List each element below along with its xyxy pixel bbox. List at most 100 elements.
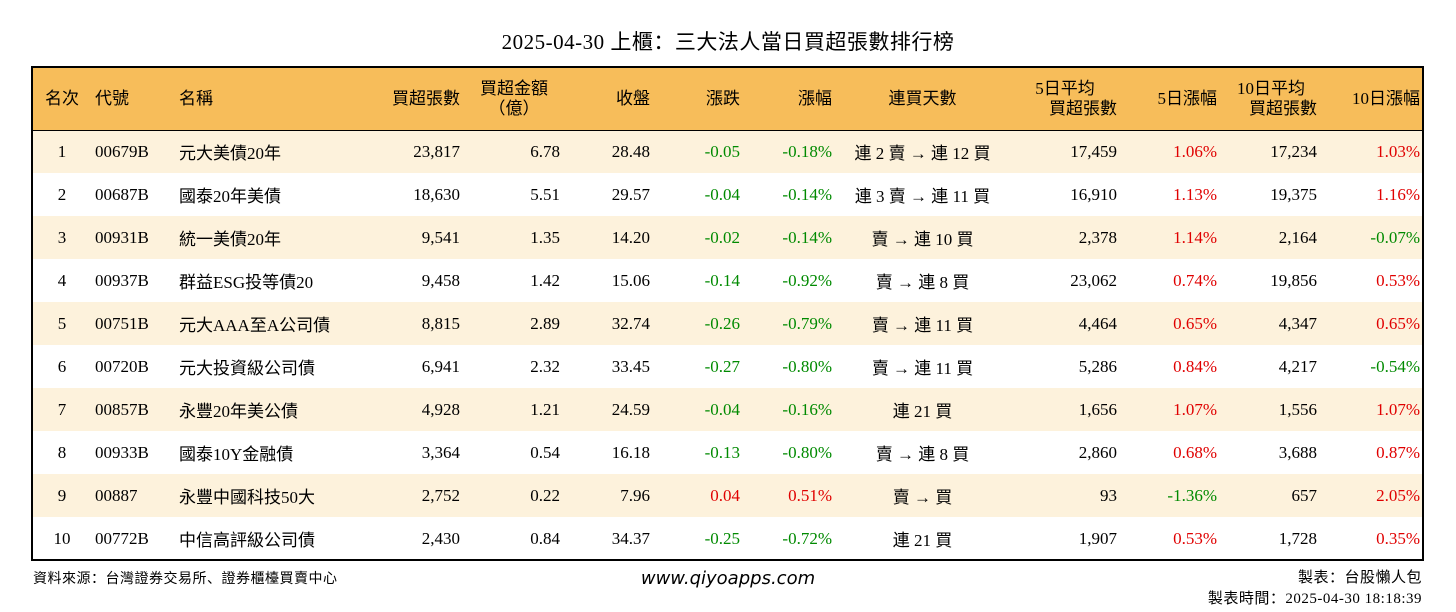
cell-streak: 連 2 賣 → 連 12 買 xyxy=(854,144,991,164)
cell-close: 15.06 xyxy=(611,270,650,290)
cell-amount: 1.42 xyxy=(530,270,560,290)
cell-avg10: 17,234 xyxy=(1270,141,1317,161)
cell-buy-lots: 2,430 xyxy=(421,528,460,548)
cell-pct5: 0.65% xyxy=(1173,313,1217,333)
ranking-table-grid: 名次 代號 名稱 買超張數 買超金額 （億） 收盤 漲跌 漲幅 連買天數 5日平… xyxy=(33,68,1422,559)
cell-close: 32.74 xyxy=(611,313,650,333)
cell-buy-lots: 9,541 xyxy=(421,227,460,247)
cell-name: 元大美債20年 xyxy=(179,144,281,164)
cell-avg5: 93 xyxy=(1100,485,1117,505)
cell-avg5: 2,378 xyxy=(1078,227,1117,247)
cell-avg5: 17,459 xyxy=(1070,141,1117,161)
cell-change: -0.04 xyxy=(704,399,740,419)
header-code: 代號 xyxy=(95,88,129,108)
cell-avg5: 5,286 xyxy=(1078,356,1117,376)
cell-change: 0.04 xyxy=(710,485,740,505)
cell-name: 永豐20年美公債 xyxy=(179,402,298,421)
cell-streak: 賣 → 買 xyxy=(892,488,953,507)
cell-pct10: 1.03% xyxy=(1376,141,1420,161)
cell-streak: 連 21 買 xyxy=(892,402,953,421)
table-row: 2 00687B 國泰20年美債 18,630 5.51 29.57 -0.04… xyxy=(33,173,1422,216)
header-pct: 漲幅 xyxy=(798,88,832,108)
table-row: 9 00887 永豐中國科技50大 2,752 0.22 7.96 0.04 0… xyxy=(33,474,1422,517)
cell-close: 28.48 xyxy=(611,141,650,161)
cell-pct: 0.51% xyxy=(788,485,832,505)
cell-close: 29.57 xyxy=(611,184,650,204)
cell-streak: 賣 → 連 10 買 xyxy=(871,230,974,249)
cell-streak: 賣 → 連 8 買 xyxy=(875,273,970,292)
table-row: 5 00751B 元大AAA至A公司債 8,815 2.89 32.74 -0.… xyxy=(33,302,1422,345)
cell-pct5: 0.74% xyxy=(1173,270,1217,290)
cell-streak: 賣 → 連 11 買 xyxy=(871,316,974,335)
cell-pct10: -0.07% xyxy=(1370,227,1420,247)
cell-change: -0.13 xyxy=(704,442,740,462)
cell-amount: 2.32 xyxy=(530,356,560,376)
table-body: 1 00679B 元大美債20年 23,817 6.78 28.48 -0.05… xyxy=(33,130,1422,559)
cell-streak: 連 3 賣 → 連 11 買 xyxy=(854,187,991,206)
cell-avg5: 23,062 xyxy=(1070,270,1117,290)
cell-amount: 1.21 xyxy=(530,399,560,419)
cell-close: 33.45 xyxy=(611,356,650,376)
cell-code: 00772B xyxy=(95,528,149,548)
cell-buy-lots: 23,817 xyxy=(413,141,460,161)
cell-pct10: 2.05% xyxy=(1376,485,1420,505)
cell-close: 16.18 xyxy=(611,442,650,462)
cell-code: 00679B xyxy=(95,141,149,161)
cell-pct10: 0.35% xyxy=(1376,528,1420,548)
header-streak: 連買天數 xyxy=(888,88,957,108)
cell-name: 元大AAA至A公司債 xyxy=(179,316,331,335)
cell-streak: 連 21 買 xyxy=(892,531,953,550)
cell-pct10: 1.16% xyxy=(1376,184,1420,204)
header-pct5: 5日漲幅 xyxy=(1157,88,1218,108)
header-buy-lots: 買超張數 xyxy=(392,88,460,108)
cell-code: 00687B xyxy=(95,184,149,204)
cell-pct: -0.16% xyxy=(782,399,832,419)
table-row: 6 00720B 元大投資級公司債 6,941 2.32 33.45 -0.27… xyxy=(33,345,1422,388)
cell-change: -0.04 xyxy=(704,184,740,204)
header-avg5-line1: 5日平均 xyxy=(1035,78,1095,98)
website-link[interactable]: www.qiyoapps.com xyxy=(640,568,816,589)
cell-amount: 2.89 xyxy=(530,313,560,333)
cell-pct: -0.80% xyxy=(782,442,832,462)
cell-pct: -0.14% xyxy=(782,184,832,204)
cell-change: -0.14 xyxy=(704,270,740,290)
cell-amount: 0.54 xyxy=(530,442,560,462)
table-row: 3 00931B 統一美債20年 9,541 1.35 14.20 -0.02 … xyxy=(33,216,1422,259)
cell-name: 統一美債20年 xyxy=(179,230,281,249)
cell-rank: 5 xyxy=(57,313,67,333)
made-time: 製表時間：2025-04-30 18:18:39 xyxy=(1207,591,1422,607)
header-pct10: 10日漲幅 xyxy=(1352,88,1420,108)
cell-avg5: 2,860 xyxy=(1078,442,1117,462)
cell-amount: 0.22 xyxy=(530,485,560,505)
header-amount-line2: （億） xyxy=(488,98,540,118)
cell-code: 00937B xyxy=(95,270,149,290)
cell-avg10: 4,217 xyxy=(1278,356,1317,376)
cell-close: 34.37 xyxy=(611,528,650,548)
cell-name: 群益ESG投等債20 xyxy=(179,273,314,292)
header-amount: 買超金額 （億） xyxy=(464,68,564,130)
cell-avg5: 16,910 xyxy=(1070,184,1117,204)
table-row: 4 00937B 群益ESG投等債20 9,458 1.42 15.06 -0.… xyxy=(33,259,1422,302)
header-amount-line1: 買超金額 xyxy=(480,78,548,98)
cell-streak: 賣 → 連 8 買 xyxy=(875,445,970,464)
header-change: 漲跌 xyxy=(706,88,740,108)
cell-rank: 4 xyxy=(57,270,67,290)
cell-code: 00857B xyxy=(95,399,149,419)
header-avg5-line2: 買超張數 xyxy=(1049,98,1117,118)
cell-pct: -0.14% xyxy=(782,227,832,247)
maker-label: 製表：台股懶人包 xyxy=(1297,570,1422,586)
cell-pct5: 1.06% xyxy=(1173,141,1217,161)
cell-close: 7.96 xyxy=(620,485,650,505)
cell-avg10: 1,556 xyxy=(1278,399,1317,419)
data-source-note: 資料來源：台灣證券交易所、證券櫃檯買賣中心 xyxy=(33,572,338,587)
cell-rank: 3 xyxy=(57,227,67,247)
cell-code: 00751B xyxy=(95,313,149,333)
cell-amount: 0.84 xyxy=(530,528,560,548)
cell-avg10: 3,688 xyxy=(1278,442,1317,462)
cell-avg10: 1,728 xyxy=(1278,528,1317,548)
cell-change: -0.05 xyxy=(704,141,740,161)
cell-code: 00933B xyxy=(95,442,149,462)
cell-change: -0.02 xyxy=(704,227,740,247)
cell-name: 永豐中國科技50大 xyxy=(179,488,315,507)
header-avg10: 10日平均 買超張數 xyxy=(1221,68,1321,130)
